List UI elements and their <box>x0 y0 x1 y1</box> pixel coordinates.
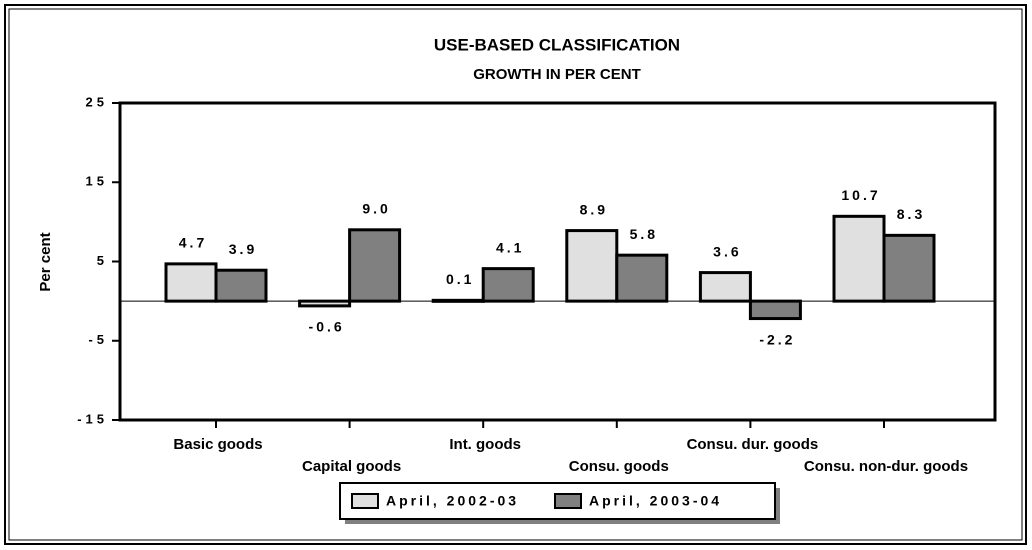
value-label: 3.6 <box>713 243 741 259</box>
x-tick-label: Consu. dur. goods <box>687 436 819 453</box>
value-label: 4.7 <box>179 235 207 251</box>
frame <box>4 4 1027 545</box>
value-label: 10.7 <box>841 187 880 203</box>
value-label: 5.8 <box>630 226 658 242</box>
y-tick-label: 15 <box>86 174 108 189</box>
y-tick-label: -15 <box>77 411 108 426</box>
bar <box>698 271 752 303</box>
y-axis-label: Per cent <box>37 232 54 291</box>
legend-label: April, 2003-04 <box>589 493 722 509</box>
y-tick-label: 25 <box>86 94 108 109</box>
x-tick-label: Consu. goods <box>569 458 669 475</box>
value-label: 8.9 <box>580 201 608 217</box>
chart-subtitle: GROWTH IN PER CENT <box>473 66 641 83</box>
legend-label: April, 2002-03 <box>386 493 519 509</box>
value-label: 0.1 <box>446 271 474 287</box>
bar <box>882 233 936 303</box>
value-label: 9.0 <box>362 201 390 217</box>
bar <box>214 268 268 303</box>
bar <box>832 214 886 303</box>
value-label: -2.2 <box>759 331 795 347</box>
bar <box>565 229 619 303</box>
x-tick-label: Basic goods <box>173 436 262 453</box>
value-label: 4.1 <box>496 239 524 255</box>
bar <box>481 267 535 303</box>
bar <box>164 262 218 303</box>
bar <box>748 299 802 321</box>
x-tick-label: Consu. non-dur. goods <box>804 458 968 475</box>
bar <box>431 298 485 303</box>
y-tick-label: -5 <box>88 332 108 347</box>
legend-swatch <box>351 493 379 509</box>
frame-inner <box>8 8 1023 541</box>
value-label: -0.6 <box>309 319 345 335</box>
y-tick-label: 5 <box>97 253 108 268</box>
bar <box>298 299 352 308</box>
bar <box>615 253 669 303</box>
chart-title: USE-BASED CLASSIFICATION <box>434 35 680 54</box>
legend-swatch <box>554 493 582 509</box>
bar <box>348 228 402 303</box>
value-label: 8.3 <box>897 206 925 222</box>
x-tick-label: Int. goods <box>449 436 521 453</box>
x-tick-label: Capital goods <box>302 458 401 475</box>
value-label: 3.9 <box>229 241 257 257</box>
